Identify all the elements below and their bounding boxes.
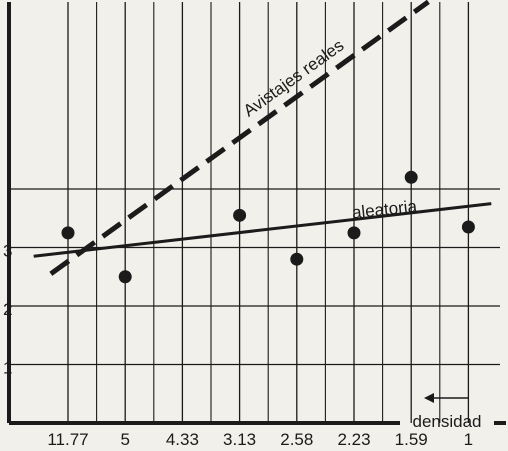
arrow-head — [424, 393, 434, 403]
data-points — [61, 170, 475, 284]
x-tick-label: 1 — [464, 430, 473, 449]
x-axis-label: densidad — [412, 412, 481, 431]
data-point — [61, 226, 75, 240]
axes — [7, 2, 506, 425]
data-point — [233, 208, 247, 222]
data-point — [404, 170, 418, 184]
x-tick-label: 11.77 — [47, 430, 88, 449]
y-tick-label: 2 — [3, 300, 12, 319]
x-tick-label: 2.23 — [337, 430, 370, 449]
y-tick-label: 1 — [3, 359, 12, 378]
series-label: aleatoria — [351, 197, 418, 223]
series-label: Avistajes reales — [240, 36, 347, 121]
series-line — [33, 202, 492, 258]
x-tick-label: 3.13 — [223, 430, 256, 449]
x-tick-label: 5 — [120, 430, 129, 449]
data-point — [461, 220, 475, 234]
data-point — [347, 226, 361, 240]
series-lines — [33, 0, 492, 276]
y-tick-label: 3 — [3, 242, 12, 261]
x-tick-label: 1.59 — [395, 430, 428, 449]
data-point — [118, 270, 132, 284]
series-line — [49, 0, 430, 276]
x-tick-label: 4.33 — [166, 430, 199, 449]
data-point — [290, 252, 304, 266]
x-tick-label: 2.58 — [280, 430, 313, 449]
